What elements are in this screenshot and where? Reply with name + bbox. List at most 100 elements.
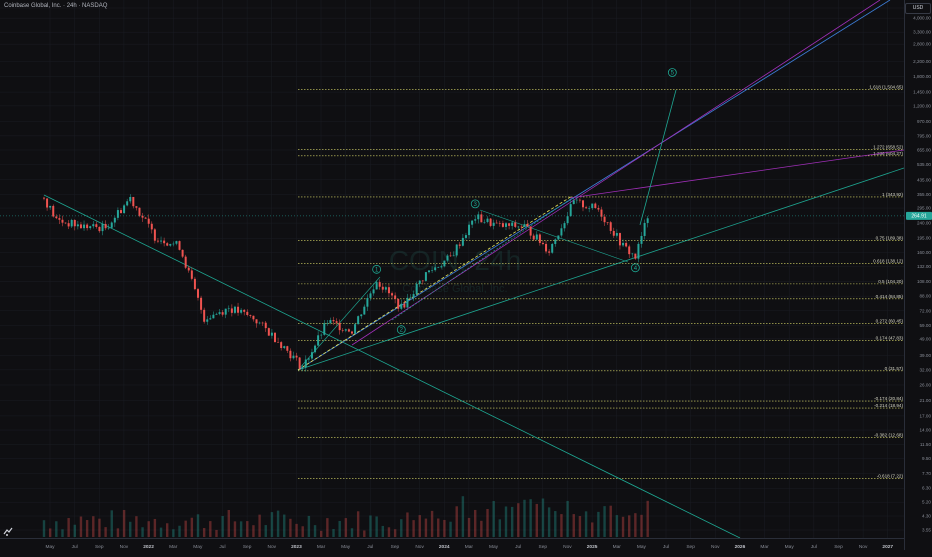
volume-bar: [430, 510, 434, 537]
price-tick-label: 88.00: [920, 294, 932, 299]
price-tick-label: 970.00: [917, 119, 931, 124]
candle-body: [116, 210, 119, 218]
price-axis[interactable]: 4,000.00 3,300.00 2,800.00 2,200.00 1,800.00…: [904, 0, 932, 550]
candle-body: [622, 242, 625, 246]
candle-body: [307, 358, 310, 360]
time-tick-label: May: [785, 544, 795, 550]
candle-body: [505, 223, 507, 227]
volume-bar: [529, 499, 532, 537]
time-tick-label: Sep: [391, 544, 400, 550]
candle-body: [637, 243, 640, 259]
candle-body: [347, 329, 350, 332]
time-tick-label: 2027: [882, 544, 893, 550]
volume-bar: [129, 521, 132, 537]
volume-bar: [449, 521, 452, 537]
volume-bar: [344, 518, 348, 537]
candle-body: [363, 306, 366, 315]
volume-bar: [172, 529, 175, 537]
candle-body: [615, 233, 618, 236]
volume-bar: [350, 528, 354, 537]
volume-bar: [79, 516, 83, 537]
candle-body: [163, 240, 166, 244]
time-tick-label: Sep: [95, 544, 104, 550]
candle-body: [532, 235, 535, 240]
candle-body: [449, 255, 452, 257]
current-price-badge: [906, 211, 932, 220]
candle-body: [409, 297, 412, 299]
candle-body: [206, 319, 209, 322]
time-tick-label: Jul: [219, 544, 225, 550]
candle-body: [541, 242, 544, 244]
candle-body: [354, 324, 357, 334]
candle-body: [286, 346, 289, 351]
candle-body: [240, 309, 243, 313]
candle-body: [126, 201, 129, 206]
volume-bar: [276, 510, 280, 537]
fib-level-label: 1 (343.92): [882, 192, 903, 197]
currency-selector[interactable]: USD: [905, 3, 931, 14]
volume-bar: [418, 515, 421, 537]
current-price-label: 264.91: [911, 214, 927, 220]
elliott-wave-labels: 1 2 3 4 5: [372, 68, 677, 335]
candle-body: [341, 330, 344, 331]
tradingview-logo-icon[interactable]: [3, 527, 13, 537]
watermark-name: Coinbase Global, Inc.: [402, 283, 507, 295]
candle-body: [141, 215, 144, 218]
candle-body: [471, 220, 474, 225]
candle-body: [310, 352, 313, 359]
volume-bar: [393, 529, 397, 537]
candle-body: [132, 196, 135, 207]
candle-body: [323, 323, 326, 335]
candle-body: [560, 228, 563, 236]
volume-bar: [326, 518, 329, 537]
candle-body: [329, 320, 332, 324]
candle-body: [335, 321, 338, 323]
candle-body: [43, 197, 45, 199]
price-tick-label: 4.30: [922, 514, 931, 519]
candle-body: [101, 223, 104, 232]
candle-body: [514, 222, 517, 227]
volume-bar: [233, 521, 237, 537]
candle-body: [468, 224, 471, 236]
candles: [43, 194, 649, 372]
wave-label-1: 1: [375, 267, 379, 273]
candle-body: [489, 218, 492, 226]
time-axis[interactable]: May Jul Sep Nov 2022 Mar May Jul Sep Nov 2023 Mar Ma…: [0, 538, 904, 551]
price-tick-label: 295.00: [917, 206, 931, 211]
candle-body: [529, 226, 532, 236]
candle-body: [144, 217, 147, 219]
candle-body: [483, 221, 486, 223]
candle-body: [384, 287, 387, 290]
candle-body: [95, 224, 98, 227]
volume-bar: [209, 521, 212, 537]
price-tick-label: 5.20: [922, 500, 931, 505]
candle-body: [634, 253, 637, 259]
candle-body: [511, 222, 514, 226]
candle-body: [585, 207, 588, 209]
median-dashed-line: [297, 195, 573, 371]
volume-bar: [184, 520, 187, 537]
symbol-title[interactable]: Coinbase Global, Inc. · 24h · NASDAQ: [4, 3, 108, 9]
candle-body: [92, 224, 95, 227]
candle-body: [258, 322, 261, 324]
volume-bar: [48, 528, 52, 537]
time-tick-label: Mar: [613, 544, 622, 550]
candle-body: [86, 224, 89, 229]
candle-body: [252, 315, 255, 320]
candle-body: [582, 200, 584, 208]
price-tick-label: 32.00: [920, 367, 932, 372]
candle-body: [428, 270, 430, 273]
volume-bar: [122, 509, 126, 537]
candle-body: [557, 235, 560, 240]
time-tick-label: Nov: [120, 544, 129, 550]
candle-body: [517, 226, 520, 228]
candle-body: [523, 224, 526, 227]
wave-label-circle: [630, 263, 640, 273]
candle-body: [317, 335, 320, 346]
time-tick-label: Mar: [465, 544, 474, 550]
fib-level-label: 1.618 (1,504.65): [869, 84, 903, 89]
candle-body: [391, 293, 394, 296]
candle-body: [461, 237, 464, 246]
